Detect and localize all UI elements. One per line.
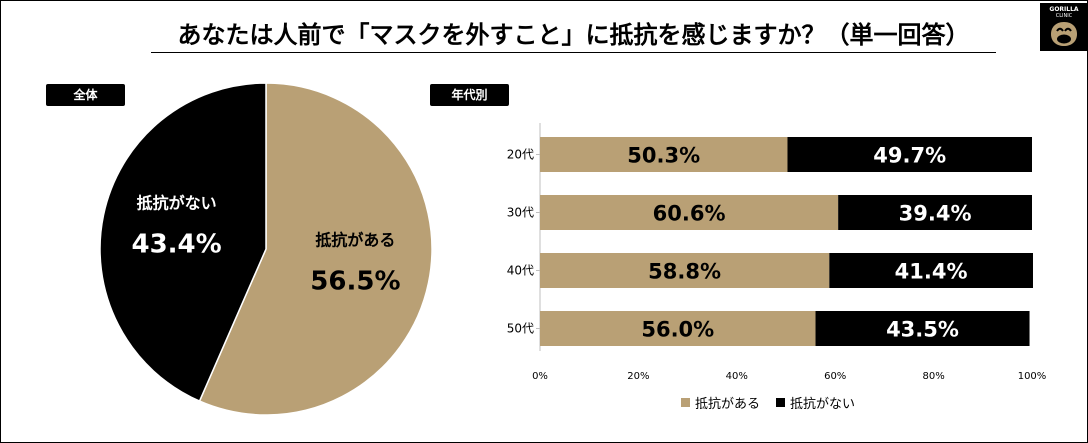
- pie-slice-label-1: 抵抗がない: [137, 193, 217, 212]
- bar-label-0-series-0: 50.3%: [627, 144, 700, 168]
- gorilla-logo-icon: [1048, 20, 1080, 48]
- pie-slice-value-1: 43.4%: [131, 229, 221, 259]
- overall-pie-chart: 抵抗がある 56.5% 抵抗がない 43.4%: [91, 77, 441, 422]
- legend-swatch-yes: [681, 398, 690, 407]
- bar-label-2-series-0: 58.8%: [648, 260, 721, 284]
- legend-label-no: 抵抗がない: [790, 393, 855, 412]
- legend-label-yes: 抵抗がある: [695, 393, 760, 412]
- legend-item-yes: 抵抗がある: [681, 393, 760, 412]
- x-tick-label-3: 60%: [824, 371, 846, 382]
- legend-item-no: 抵抗がない: [776, 393, 855, 412]
- pie-slice-value-0: 56.5%: [310, 267, 400, 297]
- legend-swatch-no: [776, 398, 785, 407]
- y-tick-label-2: 40代: [507, 264, 534, 278]
- age-bar-chart: 20代 50.3% 49.7% 30代 60.6% 39.4% 40代 58.8% 41.4% 5…: [481, 113, 1061, 385]
- x-tick-label-5: 100%: [1018, 371, 1047, 382]
- age-section-label: 年代別: [430, 84, 509, 106]
- infographic-frame: あなたは人前で「マスクを外すこと」に抵抗を感じますか？（単一回答） GORILL…: [0, 0, 1088, 443]
- logo-text-line1: GORILLA: [1040, 6, 1088, 13]
- bar-label-0-series-1: 49.7%: [873, 144, 946, 168]
- chart-title: あなたは人前で「マスクを外すこと」に抵抗を感じますか？（単一回答）: [151, 15, 996, 53]
- logo-text-line2: CLINIC: [1040, 13, 1088, 19]
- x-tick-label-0: 0%: [532, 371, 548, 382]
- x-tick-label-1: 20%: [627, 371, 649, 382]
- y-tick-label-3: 50代: [507, 322, 534, 336]
- x-tick-label-4: 80%: [922, 371, 944, 382]
- bar-label-1-series-1: 39.4%: [899, 202, 972, 226]
- brand-logo: GORILLA CLINIC: [1040, 3, 1088, 51]
- bar-label-3-series-1: 43.5%: [886, 318, 959, 342]
- y-tick-label-1: 30代: [507, 206, 534, 220]
- x-tick-label-2: 40%: [726, 371, 748, 382]
- bar-label-3-series-0: 56.0%: [641, 318, 714, 342]
- bar-legend: 抵抗がある 抵抗がない: [681, 393, 855, 411]
- bar-label-2-series-1: 41.4%: [895, 260, 968, 284]
- y-tick-label-0: 20代: [507, 148, 534, 162]
- bar-label-1-series-0: 60.6%: [653, 202, 726, 226]
- pie-slice-label-0: 抵抗がある: [315, 231, 395, 250]
